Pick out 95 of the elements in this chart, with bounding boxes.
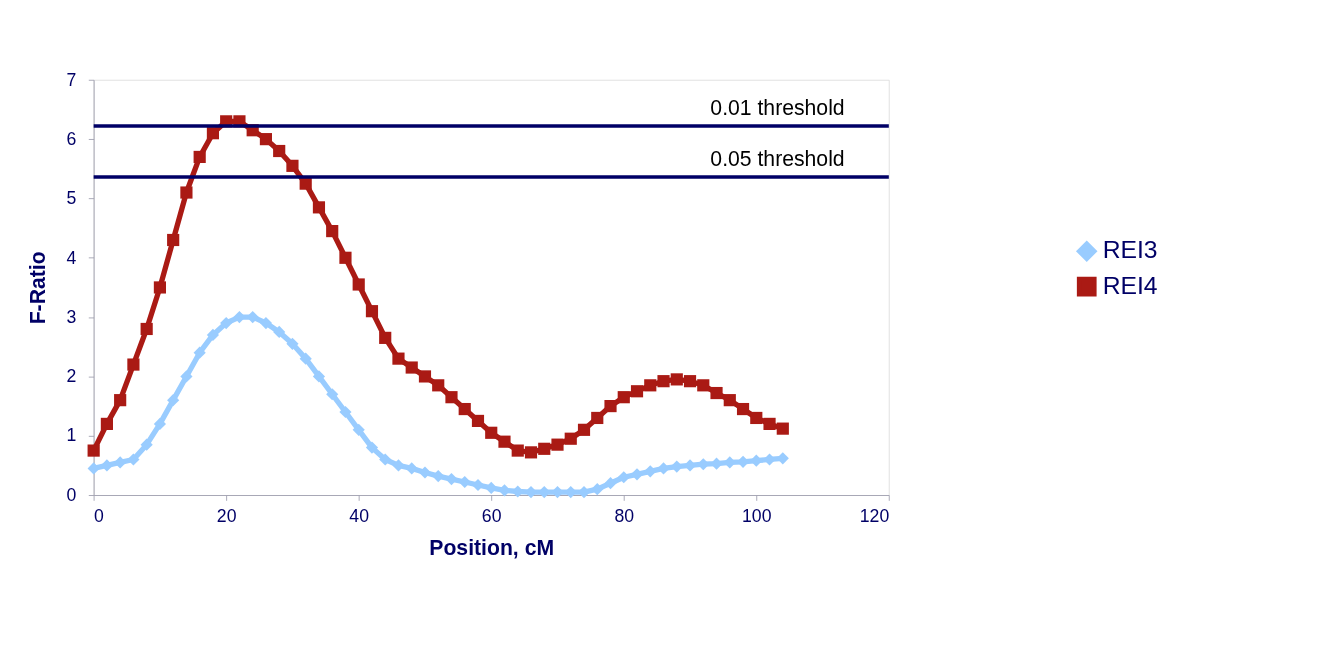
point [299,352,312,365]
point [259,133,273,146]
point [551,438,564,451]
x-tick-label: 20 [216,506,237,527]
point [339,251,352,264]
point [723,394,736,407]
legend-label: REI4 [1102,271,1158,299]
point [220,316,233,330]
point [432,379,445,392]
x-tick-label: 120 [859,506,890,527]
point [365,305,379,318]
point [153,281,167,294]
point [458,402,471,416]
point [683,375,697,388]
point [604,400,617,413]
point [511,444,524,457]
x-tick-label: 80 [614,506,635,527]
x-tick-label: 100 [742,506,772,527]
point [710,386,723,400]
point [365,441,379,454]
point [750,411,763,425]
ref-line-label: 0.01 threshold [710,95,845,119]
x-tick-label: 60 [481,506,502,527]
x-tick-label: 40 [349,506,370,527]
point [339,405,352,419]
point [379,453,392,466]
point [458,475,471,489]
point [352,278,365,291]
point [471,478,485,492]
y-tick-label: 3 [66,306,77,327]
point [286,337,299,350]
point [392,352,405,365]
point [273,325,286,339]
point [577,423,591,436]
point [630,468,644,481]
point [471,414,485,428]
point [591,483,604,496]
point [697,379,710,392]
x-axis-title: Position, cM [429,535,555,559]
point [670,373,683,386]
point [193,346,206,359]
point [153,417,167,430]
point [127,358,140,371]
point [776,422,789,435]
point [736,402,750,416]
point [617,471,630,484]
point [379,331,392,344]
point [538,442,551,455]
y-tick-label: 4 [66,247,77,268]
point [167,233,180,247]
point [180,186,193,199]
point [167,394,180,407]
point [180,370,193,383]
point [591,411,604,425]
x-tick-label: 0 [94,506,105,527]
point [259,316,273,330]
point [87,444,100,457]
point [617,391,630,404]
point [763,417,776,430]
point [418,466,432,479]
point [140,322,153,336]
point [140,438,153,451]
point [445,391,458,404]
point [312,370,326,383]
y-axis-title: F-Ratio [25,251,49,325]
point [273,144,286,158]
ref-line-label: 0.05 threshold [710,146,845,170]
point [657,375,670,388]
legend-label: REI3 [1102,236,1158,264]
point [286,159,299,172]
point [114,394,127,407]
point [644,379,657,392]
point [193,150,206,164]
point [312,201,326,214]
point [405,361,418,374]
point [100,417,113,430]
point [485,426,498,439]
y-tick-label: 0 [66,484,77,505]
point [630,385,644,398]
point [498,435,511,448]
point [604,477,617,490]
point [524,446,538,459]
y-tick-label: 7 [66,69,77,90]
point [352,423,365,436]
point [564,432,577,445]
y-tick-label: 6 [66,128,77,149]
y-tick-label: 2 [66,366,77,387]
y-tick-label: 5 [66,188,77,209]
y-tick-label: 1 [66,425,77,446]
point [418,370,432,383]
point [445,472,458,486]
point [326,388,339,401]
point [326,225,339,238]
point [485,481,498,495]
point [206,328,220,341]
